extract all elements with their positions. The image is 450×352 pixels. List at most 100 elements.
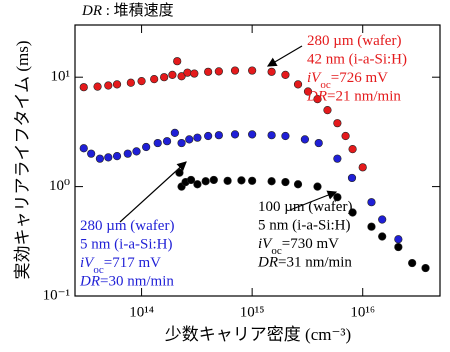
point bbox=[79, 144, 88, 153]
point bbox=[190, 69, 199, 78]
point bbox=[267, 67, 276, 76]
text-segment: : 堆積速度 bbox=[102, 2, 174, 19]
x-tick-label: 10¹⁵ bbox=[240, 304, 265, 320]
annotation: 42 nm (i-a-Si:H) bbox=[307, 52, 407, 68]
text-segment: iV bbox=[80, 255, 95, 271]
point bbox=[214, 67, 223, 76]
point bbox=[142, 142, 151, 152]
point bbox=[112, 80, 122, 89]
point bbox=[177, 72, 186, 81]
point bbox=[408, 258, 417, 268]
text-segment: =730 mV bbox=[282, 236, 339, 252]
point bbox=[126, 78, 135, 87]
point bbox=[421, 263, 430, 273]
point bbox=[323, 106, 332, 115]
point bbox=[367, 198, 376, 207]
x-tick-label: 10¹⁴ bbox=[129, 304, 154, 320]
point bbox=[313, 95, 322, 104]
x-axis-label: 少数キャリア密度 (cm⁻³) bbox=[165, 325, 351, 344]
point bbox=[248, 176, 257, 185]
note: DR : 堆積速度 bbox=[81, 2, 174, 19]
point bbox=[177, 138, 186, 148]
text-segment: 100 µm (wafer) bbox=[258, 199, 352, 215]
point bbox=[313, 182, 322, 191]
point bbox=[204, 67, 213, 76]
point bbox=[281, 131, 290, 141]
point bbox=[314, 138, 323, 148]
text-segment: oc bbox=[93, 264, 104, 276]
text-segment: 5 nm (i-a-Si:H) bbox=[258, 218, 350, 234]
point bbox=[193, 133, 202, 142]
point bbox=[378, 215, 387, 224]
point bbox=[348, 208, 357, 217]
point bbox=[183, 68, 192, 77]
point bbox=[293, 80, 303, 89]
text-segment: oc bbox=[320, 79, 331, 91]
annotation: DR=31 nm/min bbox=[257, 255, 352, 271]
point bbox=[333, 119, 342, 128]
arrow bbox=[119, 161, 187, 223]
point bbox=[281, 70, 290, 79]
point bbox=[394, 235, 403, 244]
text-segment: =31 nm/min bbox=[278, 255, 352, 271]
point bbox=[341, 131, 350, 141]
point bbox=[237, 176, 246, 185]
point bbox=[104, 153, 113, 162]
text-segment: DR bbox=[257, 255, 278, 271]
text-segment: DR bbox=[81, 3, 102, 19]
point bbox=[303, 87, 313, 96]
point bbox=[95, 154, 105, 163]
point bbox=[281, 177, 290, 187]
point bbox=[150, 75, 159, 84]
point bbox=[87, 149, 96, 158]
point bbox=[230, 130, 240, 139]
text-segment: =726 mV bbox=[331, 70, 388, 86]
annotation: 5 nm (i-a-Si:H) bbox=[258, 218, 350, 234]
series bbox=[175, 168, 430, 273]
point bbox=[348, 145, 357, 154]
point bbox=[248, 130, 257, 139]
series bbox=[79, 128, 403, 244]
point bbox=[293, 180, 303, 189]
point bbox=[223, 176, 232, 185]
point bbox=[333, 193, 342, 202]
plot-frame bbox=[74, 24, 441, 297]
point bbox=[209, 175, 218, 185]
text-segment: =30 nm/min bbox=[100, 274, 174, 290]
point bbox=[185, 135, 194, 144]
point bbox=[175, 168, 184, 177]
y-tick-label: 10¹ bbox=[51, 69, 71, 85]
point bbox=[347, 173, 357, 183]
point bbox=[214, 131, 223, 140]
point bbox=[204, 131, 213, 141]
text-segment: 42 nm (i-a-Si:H) bbox=[307, 52, 407, 68]
text-segment: iV bbox=[258, 236, 273, 252]
text-segment: 5 nm (i-a-Si:H) bbox=[80, 237, 172, 253]
y-tick-label: 10⁰ bbox=[49, 178, 70, 194]
annotation: iVoc=730 mV bbox=[258, 236, 339, 256]
x-tick-label: 10¹⁶ bbox=[350, 304, 375, 320]
y-tick-label: 10⁻¹ bbox=[43, 287, 70, 303]
y-axis-label: 実効キャリアライフタイム (ms) bbox=[13, 40, 32, 279]
annotation: iVoc=726 mV bbox=[307, 70, 388, 90]
series bbox=[79, 57, 367, 172]
point bbox=[201, 177, 210, 186]
point bbox=[267, 131, 276, 140]
point bbox=[170, 128, 179, 137]
annotation: DR=30 nm/min bbox=[79, 274, 174, 290]
point bbox=[132, 147, 141, 156]
text-segment: 280 µm (wafer) bbox=[80, 218, 174, 234]
text-segment: oc bbox=[271, 245, 282, 257]
annotation: 280 µm (wafer) bbox=[307, 33, 401, 49]
point bbox=[186, 175, 196, 185]
point bbox=[358, 163, 367, 172]
arrow bbox=[289, 190, 338, 211]
annotation: iVoc=717 mV bbox=[80, 255, 161, 275]
text-segment: iV bbox=[307, 70, 322, 86]
annotation: 100 µm (wafer) bbox=[258, 199, 352, 215]
annotation: 280 µm (wafer) bbox=[80, 218, 174, 234]
point bbox=[168, 70, 177, 79]
point bbox=[300, 135, 309, 144]
point bbox=[230, 66, 240, 75]
text-segment: 280 µm (wafer) bbox=[307, 33, 401, 49]
